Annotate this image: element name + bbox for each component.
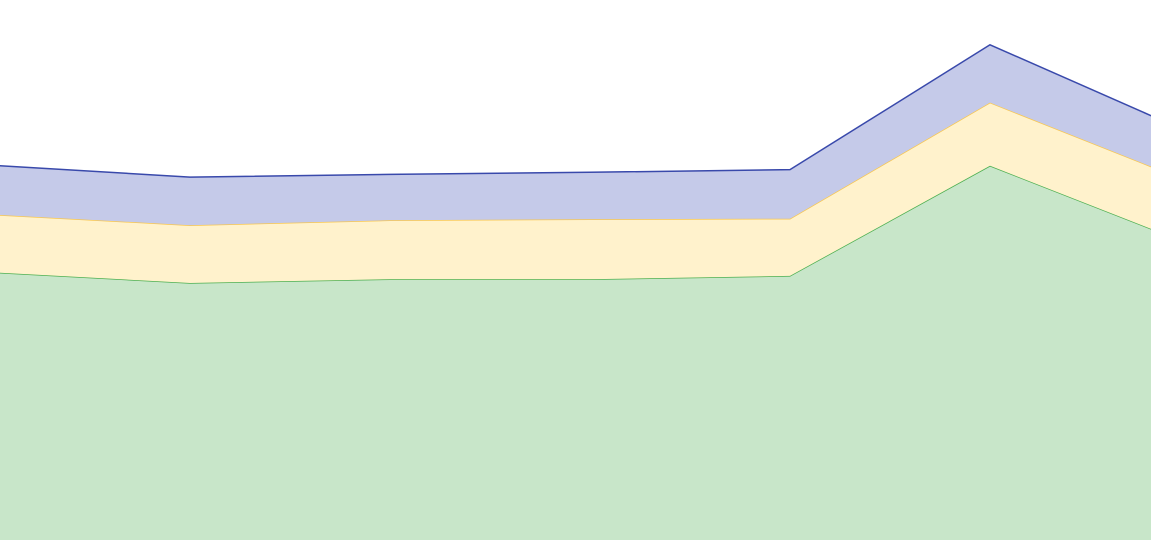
- area-fill: [0, 165, 1151, 540]
- area-fill: [0, 102, 1151, 283]
- area-line: [0, 44, 1151, 178]
- area-fill: [0, 44, 1151, 226]
